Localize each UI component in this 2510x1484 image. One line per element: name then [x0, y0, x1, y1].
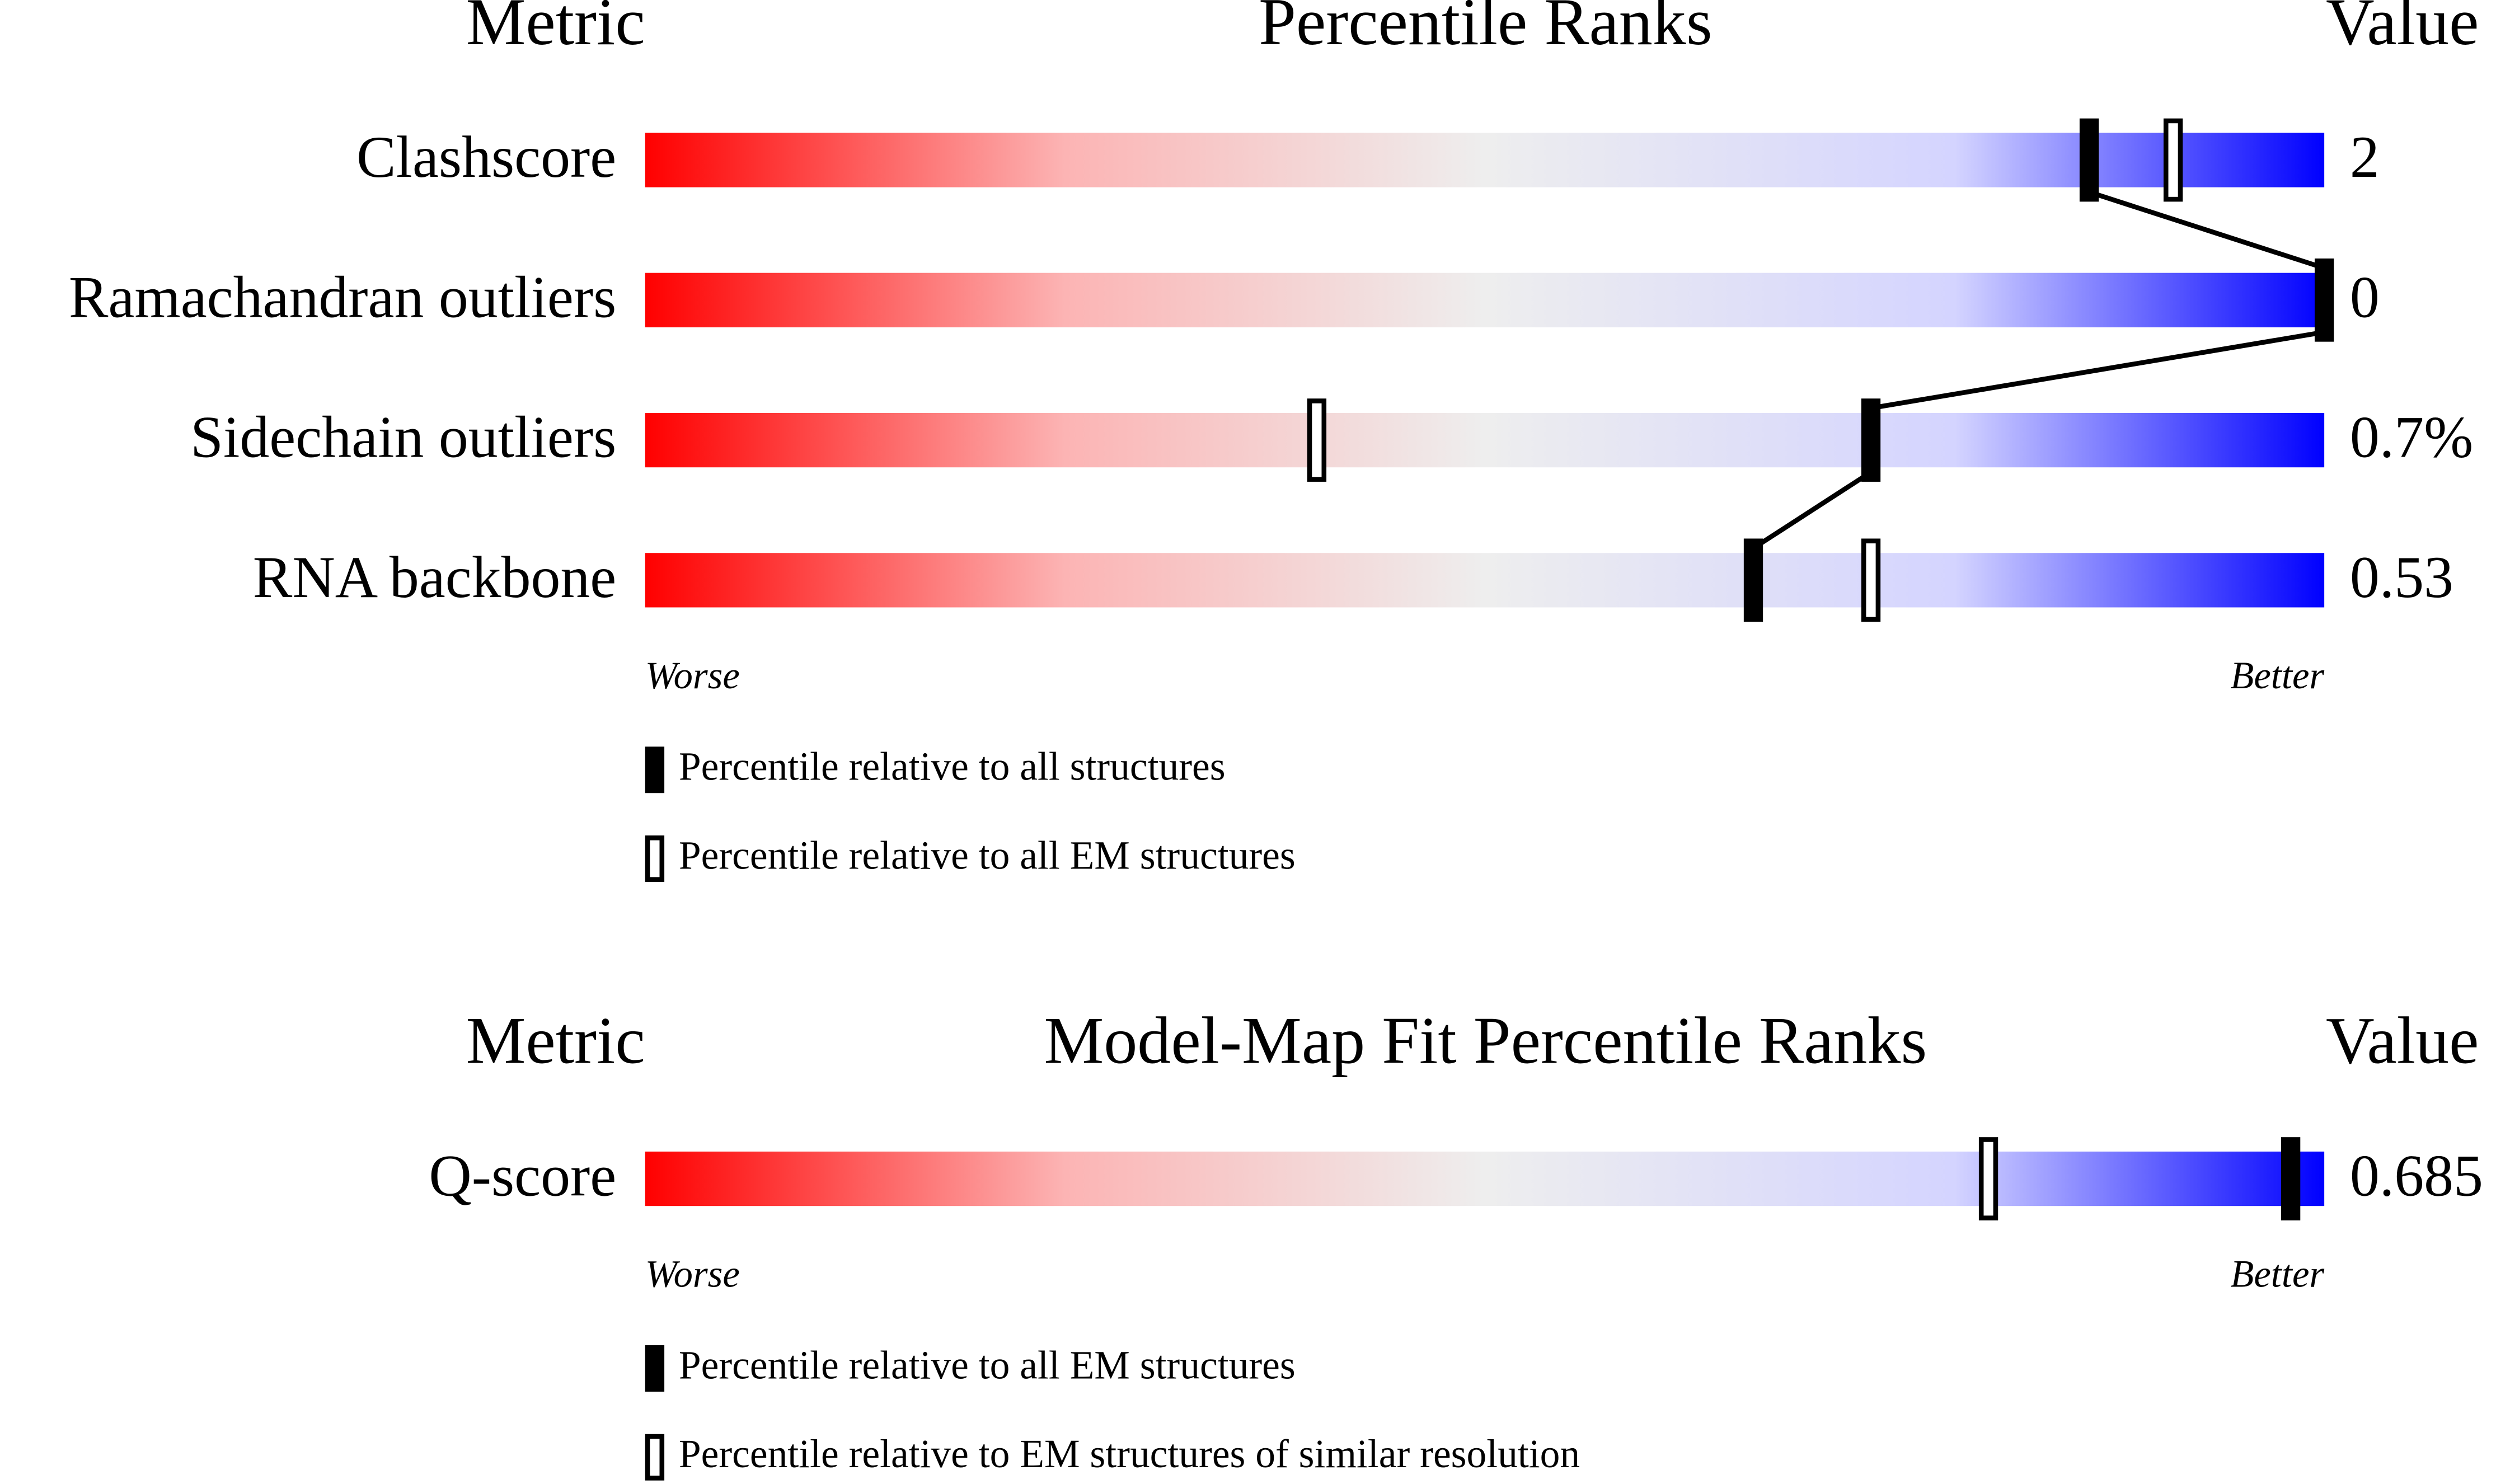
legend-label: Percentile relative to EM structures of … [679, 1432, 1580, 1476]
slider-bar [645, 273, 2325, 327]
worse-label: Worse [645, 654, 740, 697]
legend-swatch [645, 746, 665, 793]
percentile-marker [2079, 118, 2099, 202]
connector [2088, 190, 2325, 271]
metric-value: 2 [2350, 124, 2380, 190]
chart-title: Percentile Ranks [1259, 0, 1713, 59]
percentile-marker [1307, 398, 1327, 482]
value-header: Value [2326, 1003, 2479, 1078]
metric-label: Q-score [429, 1143, 616, 1209]
slider-bar [645, 1151, 2325, 1206]
slider-bar [645, 553, 2325, 608]
percentile-marker [1861, 538, 1881, 622]
metric-value: 0.53 [2350, 544, 2453, 610]
metric-label: Ramachandran outliers [69, 264, 616, 330]
chart-title: Model-Map Fit Percentile Ranks [1044, 1003, 1927, 1078]
legend-label: Percentile relative to all EM structures [679, 1343, 1296, 1387]
legend-swatch [645, 835, 665, 882]
metric-value: 0.685 [2350, 1143, 2483, 1209]
percentile-marker [1861, 398, 1881, 482]
legend-swatch [645, 1434, 665, 1481]
metric-value: 0.7% [2350, 405, 2473, 470]
metric-label: Clashscore [356, 124, 616, 190]
metric-label: Sidechain outliers [190, 405, 616, 470]
better-label: Better [2230, 1253, 2324, 1295]
metric-header: Metric [466, 1003, 645, 1078]
percentile-marker [2163, 118, 2183, 202]
percentile-marker [2281, 1137, 2301, 1220]
connector [1752, 470, 1873, 551]
metric-label: RNA backbone [253, 544, 616, 610]
metric-header: Metric [466, 0, 645, 59]
legend-label: Percentile relative to all EM structures [679, 833, 1296, 877]
legend-label: Percentile relative to all structures [679, 745, 1226, 789]
legend-swatch [645, 1345, 665, 1392]
slider-bar [645, 412, 2325, 468]
worse-label: Worse [645, 1253, 740, 1295]
percentile-marker [1743, 538, 1763, 622]
slider-bar [645, 133, 2325, 187]
metric-value: 0 [2350, 264, 2380, 330]
percentile-marker [2314, 258, 2334, 342]
value-header: Value [2326, 0, 2479, 59]
better-label: Better [2230, 654, 2324, 697]
percentile-marker [1978, 1137, 1998, 1220]
connector [1870, 330, 2325, 411]
